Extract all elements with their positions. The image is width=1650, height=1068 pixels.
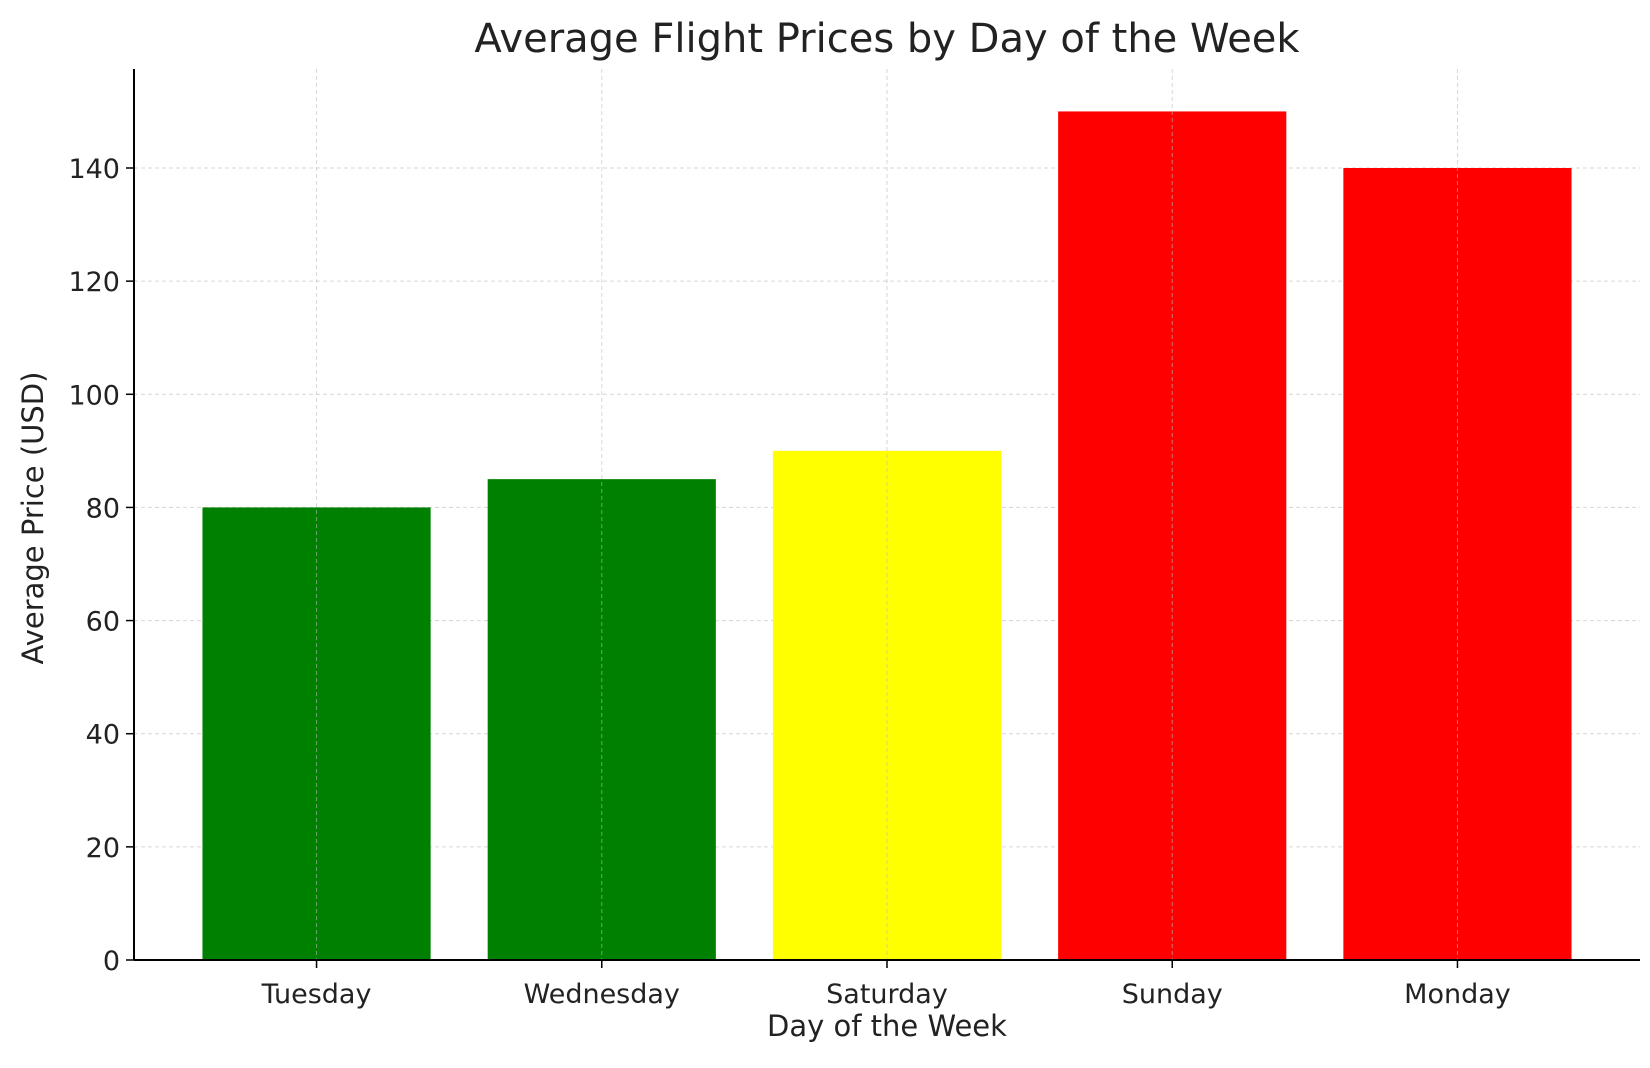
bar-wednesday [487, 479, 716, 960]
x-axis-label: Day of the Week [767, 1009, 1007, 1043]
y-tick-label: 0 [103, 946, 120, 977]
y-tick-label: 60 [86, 607, 120, 638]
y-tick-label: 120 [68, 267, 120, 298]
y-tick-label: 20 [86, 833, 120, 864]
y-tick-label: 140 [68, 154, 120, 185]
x-tick-label: Tuesday [261, 979, 372, 1010]
y-axis-label: Average Price (USD) [16, 372, 50, 665]
x-tick-label: Monday [1404, 979, 1511, 1010]
x-ticks: Tuesday Wednesday Saturday Sunday Monday [261, 960, 1511, 1010]
y-tick-label: 80 [86, 493, 120, 524]
x-tick-label: Saturday [826, 979, 948, 1010]
x-tick-label: Sunday [1122, 979, 1223, 1010]
y-tick-label: 40 [86, 720, 120, 751]
chart-title: Average Flight Prices by Day of the Week [474, 16, 1300, 62]
x-tick-label: Wednesday [524, 979, 680, 1010]
y-ticks: 0 20 40 60 80 100 120 140 [68, 154, 134, 977]
vertical-grid [316, 69, 1458, 960]
y-tick-label: 100 [68, 380, 120, 411]
